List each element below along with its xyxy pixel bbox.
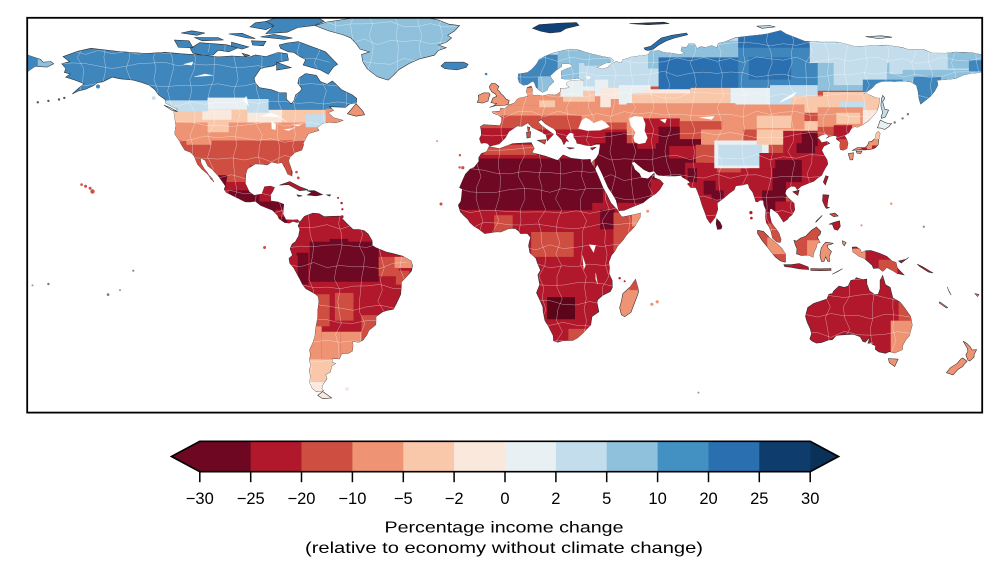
svg-text:Percentage income change: Percentage income change xyxy=(385,520,624,537)
svg-text:0: 0 xyxy=(500,490,509,508)
svg-text:10: 10 xyxy=(648,490,666,508)
svg-text:20: 20 xyxy=(699,490,717,508)
svg-text:5: 5 xyxy=(602,490,611,508)
svg-text:−2: −2 xyxy=(445,490,464,508)
svg-text:−5: −5 xyxy=(394,490,413,508)
svg-text:−20: −20 xyxy=(288,490,316,508)
svg-text:(relative to economy without c: (relative to economy without climate cha… xyxy=(305,540,703,557)
svg-text:−10: −10 xyxy=(338,490,366,508)
svg-text:2: 2 xyxy=(551,490,560,508)
svg-text:30: 30 xyxy=(801,490,819,508)
svg-text:−30: −30 xyxy=(186,490,214,508)
svg-text:−25: −25 xyxy=(237,490,265,508)
svg-text:25: 25 xyxy=(750,490,768,508)
